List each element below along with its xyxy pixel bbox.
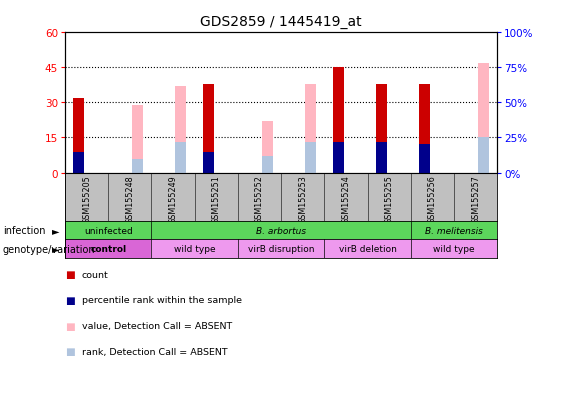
Text: ►: ► [52,225,59,235]
Bar [238,240,324,258]
Text: rank, Detection Call = ABSENT: rank, Detection Call = ABSENT [82,347,228,356]
Text: wild type: wild type [174,244,215,254]
Bar [376,143,387,173]
Text: GSM155256: GSM155256 [428,175,437,223]
Bar [151,221,411,240]
Text: percentile rank within the sample: percentile rank within the sample [82,296,242,305]
Bar [411,221,497,240]
Bar [262,157,273,173]
Bar [333,143,344,173]
Text: virB deletion: virB deletion [338,244,397,254]
Text: GSM155257: GSM155257 [471,175,480,223]
Text: control: control [90,244,126,254]
Text: GSM155249: GSM155249 [168,175,177,223]
Text: GSM155255: GSM155255 [385,175,394,223]
Bar [376,84,387,173]
Bar [411,240,497,258]
Bar [73,98,84,173]
Text: genotype/variation: genotype/variation [3,244,95,254]
Bar [419,145,430,173]
Bar [65,240,151,258]
Text: GSM155254: GSM155254 [341,175,350,223]
Text: GSM155205: GSM155205 [82,175,91,223]
Bar [203,84,214,173]
Text: GSM155253: GSM155253 [298,175,307,223]
Bar [65,221,151,240]
Bar [175,143,186,173]
Bar [478,138,489,173]
Bar [333,68,344,173]
Text: wild type: wild type [433,244,475,254]
Text: ►: ► [52,244,59,254]
Text: uninfected: uninfected [84,226,133,235]
Bar [132,105,143,173]
Bar [175,87,186,173]
Bar [419,84,430,173]
Text: GSM155248: GSM155248 [125,175,134,223]
Text: ■: ■ [65,295,75,305]
Text: GSM155251: GSM155251 [212,175,221,223]
Text: ■: ■ [65,270,75,280]
Bar [262,122,273,173]
Bar [478,64,489,173]
Bar [73,152,84,173]
Bar [324,240,411,258]
Title: GDS2859 / 1445419_at: GDS2859 / 1445419_at [200,15,362,29]
Text: B. arbortus: B. arbortus [256,226,306,235]
Bar [151,240,238,258]
Bar [203,152,214,173]
Text: B. melitensis: B. melitensis [425,226,483,235]
Text: value, Detection Call = ABSENT: value, Detection Call = ABSENT [82,321,232,330]
Text: ■: ■ [65,321,75,331]
Text: ■: ■ [65,347,75,356]
Bar [132,159,143,173]
Text: GSM155252: GSM155252 [255,175,264,223]
Text: count: count [82,270,108,279]
Text: infection: infection [3,225,45,235]
Text: virB disruption: virB disruption [248,244,314,254]
Bar [305,84,316,173]
Bar [305,143,316,173]
